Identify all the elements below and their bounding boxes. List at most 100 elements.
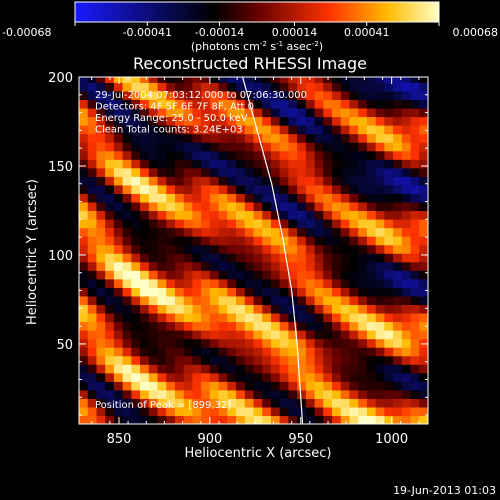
heatmap-cell (332, 270, 342, 280)
heatmap-cell (201, 330, 211, 340)
heatmap-cell (105, 184, 115, 194)
heatmap-cell (105, 295, 115, 306)
heatmap-cell (253, 125, 263, 135)
heatmap-cell (122, 270, 132, 280)
heatmap-cell (157, 167, 167, 177)
heatmap-cell (227, 381, 237, 391)
heatmap-cell (122, 312, 132, 323)
heatmap-cell (227, 236, 237, 246)
heatmap-cell (113, 253, 124, 263)
heatmap-cell (244, 355, 255, 365)
annotations: 29-Jul-2004 07:03:12.000 to 07:06:30.000… (95, 90, 307, 136)
heatmap-cell (279, 116, 289, 126)
heatmap-cell (332, 244, 342, 254)
heatmap-cell (218, 261, 228, 271)
heatmap-cell (384, 210, 394, 220)
heatmap-cell (349, 167, 359, 177)
heatmap-cell (428, 330, 437, 339)
heatmap-cell (401, 142, 412, 152)
heatmap-cell (192, 227, 202, 237)
heatmap-cell (79, 227, 89, 237)
heatmap-cell (288, 381, 298, 391)
heatmap-cell (218, 77, 228, 83)
heatmap-cell (79, 193, 89, 203)
heatmap-cell (79, 389, 89, 399)
heatmap-cell (122, 287, 132, 297)
heatmap-cell (323, 116, 333, 126)
heatmap-cell (323, 381, 333, 391)
heatmap-cell (79, 355, 89, 365)
heatmap-cell (393, 355, 403, 365)
heatmap-cell (288, 261, 298, 271)
heatmap-cell (122, 304, 132, 314)
heatmap-cell (332, 142, 342, 152)
heatmap-cell (113, 142, 124, 152)
heatmap-cell (323, 236, 333, 246)
heatmap-cell (209, 210, 220, 220)
heatmap-cell (105, 372, 115, 382)
heatmap-cell (349, 227, 359, 237)
heatmap-cell (236, 415, 246, 424)
heatmap-cell (131, 372, 141, 382)
heatmap-cell (79, 99, 89, 109)
heatmap-cell (340, 193, 351, 203)
heatmap-cell (236, 253, 246, 263)
heatmap-cell (209, 253, 220, 263)
heatmap-cell (131, 295, 141, 306)
heatmap-cell (131, 184, 141, 194)
heatmap-cell (323, 287, 333, 297)
heatmap-cell (288, 184, 298, 194)
heatmap-cell (401, 116, 412, 126)
heatmap-cell (401, 355, 412, 365)
heatmap-cell (366, 193, 377, 203)
heatmap-cell (270, 364, 281, 374)
heatmap-cell (209, 244, 220, 254)
heatmap-cell (227, 415, 237, 424)
heatmap-cell (236, 142, 246, 152)
heatmap-cell (244, 159, 255, 169)
heatmap-cell (122, 372, 132, 382)
heatmap-cell (209, 193, 220, 203)
heatmap-cell (305, 90, 316, 101)
heatmap-cell (96, 184, 106, 194)
heatmap-cell (183, 210, 194, 220)
heatmap-cell (393, 372, 403, 382)
heatmap-cell (349, 398, 359, 408)
heatmap-cell (366, 227, 377, 237)
heatmap-cell (148, 295, 159, 306)
heatmap-cell (349, 219, 359, 229)
heatmap-cell (209, 355, 220, 365)
heatmap-cell (174, 355, 185, 365)
heatmap-cell (305, 236, 316, 246)
heatmap-cell (270, 201, 281, 212)
chart-title: Reconstructed RHESSI Image (133, 54, 367, 73)
heatmap-cell (270, 372, 281, 382)
heatmap-cell (314, 125, 324, 135)
heatmap-cell (122, 321, 132, 331)
heatmap-cell (113, 107, 124, 118)
heatmap-cell (270, 236, 281, 246)
heatmap-cell (105, 389, 115, 399)
heatmap-cell (305, 150, 316, 160)
heatmap-cell (148, 355, 159, 365)
heatmap-cell (401, 159, 412, 169)
heatmap-cell (148, 406, 159, 417)
heatmap-cell (332, 261, 342, 271)
heatmap-cell (192, 236, 202, 246)
heatmap-cell (262, 287, 272, 297)
heatmap-cell (279, 193, 289, 203)
heatmap-cell (340, 278, 351, 288)
heatmap-cell (419, 176, 428, 186)
heatmap-cell (96, 107, 106, 118)
heatmap-cell (244, 167, 255, 177)
heatmap-cell (410, 312, 420, 323)
heatmap-cell (140, 304, 150, 314)
heatmap-cell (358, 107, 368, 118)
heatmap-cell (410, 219, 420, 229)
heatmap-cell (323, 278, 333, 288)
heatmap-cell (358, 99, 368, 109)
heatmap-cell (349, 261, 359, 271)
heatmap-cell (401, 321, 412, 331)
heatmap-cell (323, 415, 333, 424)
heatmap-cell (183, 133, 194, 143)
